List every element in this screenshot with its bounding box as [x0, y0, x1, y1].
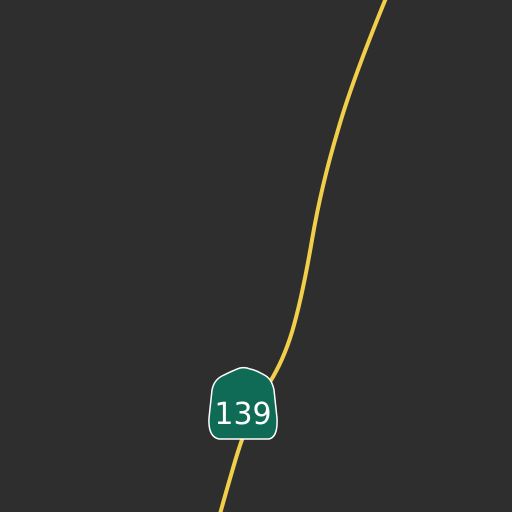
highway-139-road[interactable] [218, 0, 388, 512]
route-shield-label: 139 [214, 397, 271, 432]
california-state-route-shield-icon [208, 366, 278, 440]
route-shield-139[interactable]: 139 [208, 366, 278, 440]
